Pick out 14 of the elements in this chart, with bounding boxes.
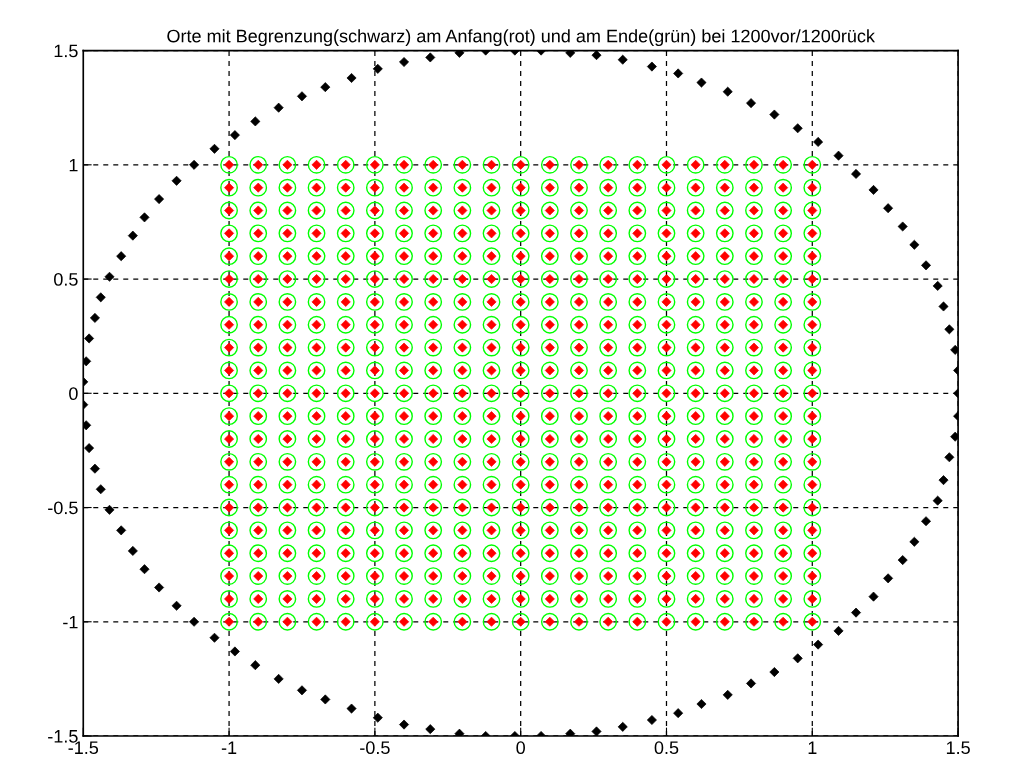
x-tick-label: -0.5 (360, 741, 390, 755)
x-tick-label: -1 (221, 741, 237, 754)
y-tick-label: 0.5 (54, 272, 78, 286)
x-tick-label: 0.5 (654, 741, 679, 755)
y-tick-label: 0 (69, 387, 78, 401)
y-tick-label: -0.5 (48, 501, 78, 515)
y-tick-label: -1.5 (48, 730, 78, 743)
chart-title: Orte mit Begrenzung(schwarz) am Anfang(rot) und am Ende(grün) bei 1200vor/1200rück (167, 29, 875, 46)
y-tick-label: 1.5 (54, 44, 78, 58)
x-tick-label: 1 (808, 741, 817, 754)
x-tick-label: 0 (516, 741, 525, 755)
y-tick-label: -1 (63, 615, 78, 629)
y-tick-label: 1 (69, 158, 78, 172)
x-tick-label: 1.5 (946, 741, 970, 755)
